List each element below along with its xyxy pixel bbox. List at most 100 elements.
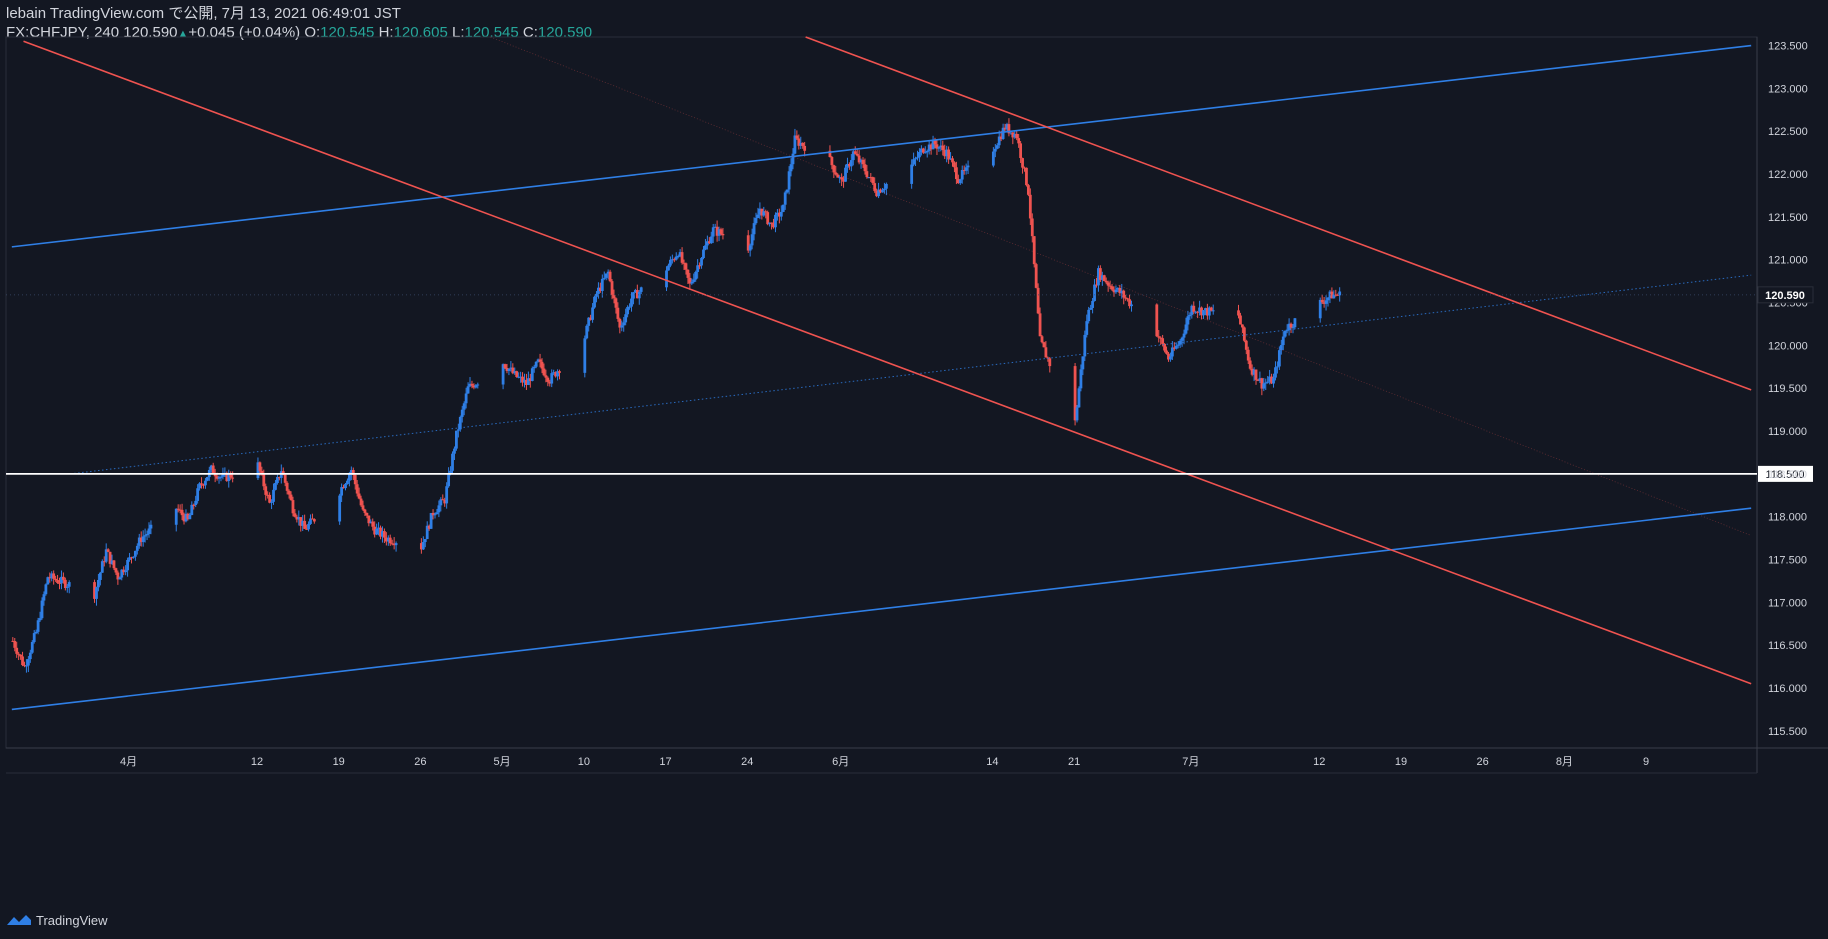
candle-body bbox=[1192, 305, 1196, 312]
candle-body bbox=[509, 367, 513, 369]
y-tick-label: 116.500 bbox=[1768, 640, 1807, 652]
candle-body bbox=[1174, 345, 1178, 349]
candle-body bbox=[196, 488, 200, 501]
candle-body bbox=[684, 263, 688, 270]
candle-body bbox=[1270, 376, 1273, 384]
candle-body bbox=[443, 500, 447, 504]
candle-body bbox=[682, 262, 686, 264]
candle-body bbox=[301, 520, 305, 526]
candle-body bbox=[916, 157, 919, 159]
candle-body bbox=[692, 279, 696, 282]
candle-body bbox=[377, 527, 380, 529]
candle-body bbox=[472, 385, 476, 388]
candle-body bbox=[369, 521, 373, 524]
candle-body bbox=[1108, 285, 1112, 287]
candle-body bbox=[1091, 300, 1094, 308]
candle-body bbox=[363, 509, 367, 513]
candle-body bbox=[176, 508, 180, 510]
y-tick-label: 120.000 bbox=[1768, 340, 1808, 352]
candle-body bbox=[192, 504, 196, 506]
candle-body bbox=[686, 269, 690, 278]
candle-body bbox=[1250, 368, 1254, 375]
candle-body bbox=[912, 159, 916, 165]
candle-body bbox=[919, 148, 923, 153]
y-tick-label: 121.500 bbox=[1768, 212, 1808, 224]
trendline-6 bbox=[490, 36, 1752, 536]
candle-body bbox=[602, 277, 606, 279]
candle-body bbox=[526, 378, 530, 385]
candle-body bbox=[209, 465, 213, 470]
candle-body bbox=[1157, 336, 1161, 338]
candle-body bbox=[585, 325, 589, 339]
candle-body bbox=[1266, 381, 1270, 383]
candle-body bbox=[453, 448, 456, 454]
candle-body bbox=[460, 409, 464, 417]
candle-body bbox=[785, 189, 789, 193]
level-price-label: 118.500 bbox=[1766, 469, 1805, 481]
candle-body bbox=[774, 214, 777, 228]
candle-body bbox=[462, 403, 466, 410]
candle-body bbox=[260, 470, 264, 474]
candle-body bbox=[386, 537, 390, 542]
candle-body bbox=[221, 474, 225, 477]
candle-body bbox=[266, 494, 270, 496]
candle-body bbox=[346, 480, 349, 484]
candle-body bbox=[536, 359, 540, 362]
candle-body bbox=[667, 265, 670, 271]
candle-body bbox=[1030, 218, 1034, 237]
candle-body bbox=[834, 172, 838, 175]
candle-body bbox=[678, 252, 682, 257]
candle-body bbox=[1322, 302, 1326, 304]
candle-body bbox=[384, 537, 388, 542]
candle-body bbox=[361, 505, 365, 510]
candle-body bbox=[309, 518, 312, 524]
candle-body bbox=[1194, 311, 1198, 313]
candle-body bbox=[36, 620, 40, 632]
candle-body bbox=[589, 317, 593, 320]
candle-body bbox=[1332, 294, 1336, 299]
candle-body bbox=[54, 578, 58, 581]
candle-body bbox=[1079, 369, 1083, 389]
candle-body bbox=[803, 145, 807, 151]
candle-body bbox=[202, 484, 205, 486]
candle-body bbox=[379, 527, 382, 537]
candle-body bbox=[770, 222, 773, 224]
candle-body bbox=[1264, 382, 1268, 384]
candle-body bbox=[217, 476, 221, 479]
trendline-4 bbox=[23, 40, 1752, 685]
candle-body bbox=[719, 229, 723, 234]
candle-body bbox=[1169, 356, 1172, 360]
candle-body bbox=[1001, 127, 1005, 139]
candle-body bbox=[777, 212, 781, 217]
up-arrow-icon: ▲ bbox=[177, 28, 189, 40]
candle-body bbox=[293, 513, 297, 517]
candle-body bbox=[1044, 347, 1048, 358]
candle-body bbox=[865, 171, 869, 178]
candle-body bbox=[960, 170, 964, 180]
candle-body bbox=[1262, 383, 1266, 389]
candle-body bbox=[311, 518, 314, 520]
candle-body bbox=[1248, 360, 1252, 369]
candle-body bbox=[626, 307, 630, 315]
candle-body bbox=[445, 486, 449, 504]
x-tick-label: 19 bbox=[1395, 756, 1407, 768]
candle-body bbox=[937, 147, 941, 149]
candle-body bbox=[1075, 407, 1079, 421]
candle-body bbox=[964, 167, 968, 171]
candle-body bbox=[1256, 379, 1260, 381]
candle-body bbox=[635, 290, 639, 299]
candle-body bbox=[264, 486, 268, 495]
candle-body bbox=[1281, 336, 1285, 346]
y-tick-label: 119.000 bbox=[1768, 426, 1807, 438]
candle-body bbox=[618, 318, 622, 328]
candle-body bbox=[528, 378, 532, 381]
candle-body bbox=[60, 576, 63, 584]
candle-body bbox=[1184, 324, 1188, 334]
candle-body bbox=[1122, 290, 1126, 298]
candle-body bbox=[669, 259, 672, 266]
candle-body bbox=[194, 500, 198, 506]
candle-body bbox=[705, 241, 709, 246]
candle-body bbox=[1040, 336, 1044, 343]
candle-body bbox=[297, 517, 301, 520]
